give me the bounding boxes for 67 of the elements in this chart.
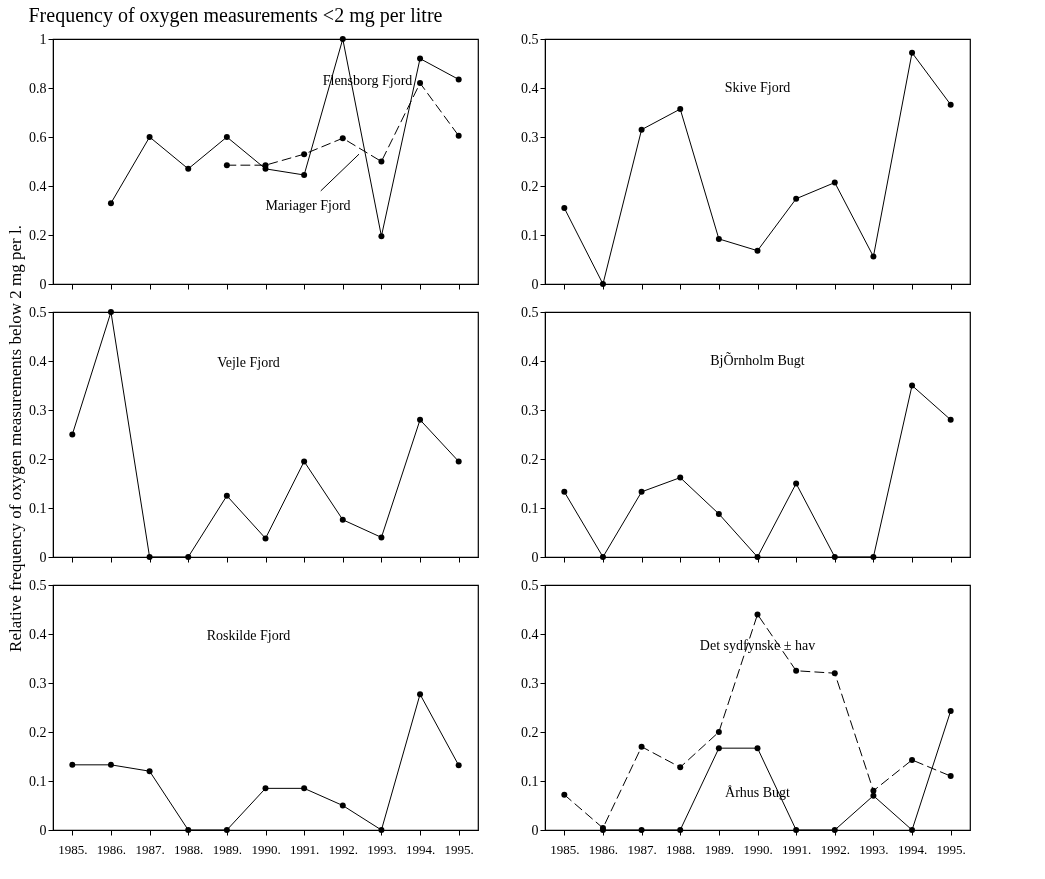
- x-tick-label: 1985.: [550, 841, 580, 857]
- x-tick-label: 1988.: [666, 841, 696, 857]
- chart-title: Frequency of oxygen measurements <2 mg per litre: [28, 4, 443, 27]
- y-tick-label: 0.3: [29, 675, 47, 691]
- x-tick-label: 1991.: [782, 841, 812, 857]
- y-tick-label: 0.1: [29, 500, 47, 516]
- x-tick-label: 1989.: [704, 841, 734, 857]
- x-tick-label: 1995.: [444, 841, 474, 857]
- x-tick-label: 1985.: [58, 841, 88, 857]
- text: BjÕrnholm Bugt: [710, 352, 805, 368]
- x-tick-label: 1995.: [936, 841, 966, 857]
- y-tick-label: 0.4: [29, 353, 47, 369]
- x-tick-label: 1986.: [96, 841, 127, 857]
- series-label: Århus Bugt: [725, 785, 791, 801]
- y-tick-label: 0.2: [29, 724, 47, 740]
- y-tick-label: 0: [531, 822, 539, 838]
- x-tick-label: 1988.: [174, 841, 204, 857]
- y-tick-label: 0.1: [29, 773, 47, 789]
- y-tick-label: 0.5: [521, 31, 539, 47]
- y-tick-label: 0.5: [521, 577, 539, 593]
- x-tick-label: 1992.: [820, 841, 850, 857]
- x-tick-label: 1990.: [743, 841, 773, 857]
- y-tick-label: 0.2: [29, 451, 47, 467]
- y-tick-label: 0.8: [29, 80, 47, 96]
- y-tick-label: 0.4: [29, 178, 47, 194]
- y-tick-label: 0.2: [521, 178, 539, 194]
- x-tick-label: 1991.: [290, 841, 320, 857]
- y-tick-label: 0.2: [521, 724, 539, 740]
- y-tick-label: 0: [39, 549, 47, 565]
- series-label: Det sydfynske ± hav: [699, 638, 816, 654]
- y-tick-label: 0.5: [29, 577, 47, 593]
- y-tick-label: 0.3: [521, 402, 539, 418]
- y-tick-label: 0.4: [29, 626, 47, 642]
- x-tick-label: 1989.: [212, 841, 242, 857]
- y-tick-label: 0.1: [521, 500, 539, 516]
- y-tick-label: 1: [39, 31, 47, 47]
- y-tick-label: 0.4: [521, 80, 539, 96]
- text: Vejle Fjord: [217, 355, 280, 371]
- y-tick-label: 0.1: [521, 773, 539, 789]
- text: Skive Fjord: [724, 80, 791, 95]
- y-tick-label: 0.3: [521, 675, 539, 691]
- y-tick-label: 0.1: [521, 227, 539, 243]
- y-tick-label: 0.5: [29, 304, 47, 320]
- x-tick-label: 1987.: [135, 841, 165, 857]
- y-tick-label: 0.4: [521, 626, 539, 642]
- y-tick-label: 0: [531, 549, 539, 565]
- x-tick-label: 1994.: [405, 841, 436, 857]
- y-tick-label: 0: [531, 276, 539, 292]
- y-axis-title: Relative frequency of oxygen measurements below 2 mg per l.: [6, 225, 25, 652]
- y-tick-label: 0: [39, 276, 47, 292]
- y-tick-label: 0.2: [521, 451, 539, 467]
- y-tick-label: 0.2: [29, 227, 47, 243]
- text: Roskilde Fjord: [206, 628, 291, 644]
- x-tick-label: 1994.: [897, 841, 928, 857]
- x-tick-label: 1990.: [251, 841, 281, 857]
- x-tick-label: 1987.: [627, 841, 657, 857]
- x-tick-label: 1993.: [859, 841, 889, 857]
- y-tick-label: 0.3: [29, 402, 47, 418]
- y-tick-label: 0.4: [521, 353, 539, 369]
- y-tick-label: 0.5: [521, 304, 539, 320]
- y-tick-label: 0.3: [521, 129, 539, 145]
- x-tick-label: 1992.: [328, 841, 358, 857]
- text: Mariager Fjord: [265, 197, 351, 213]
- y-tick-label: 0.6: [29, 129, 47, 145]
- x-tick-label: 1986.: [588, 841, 619, 857]
- y-tick-label: 0: [39, 822, 47, 838]
- x-tick-label: 1993.: [367, 841, 397, 857]
